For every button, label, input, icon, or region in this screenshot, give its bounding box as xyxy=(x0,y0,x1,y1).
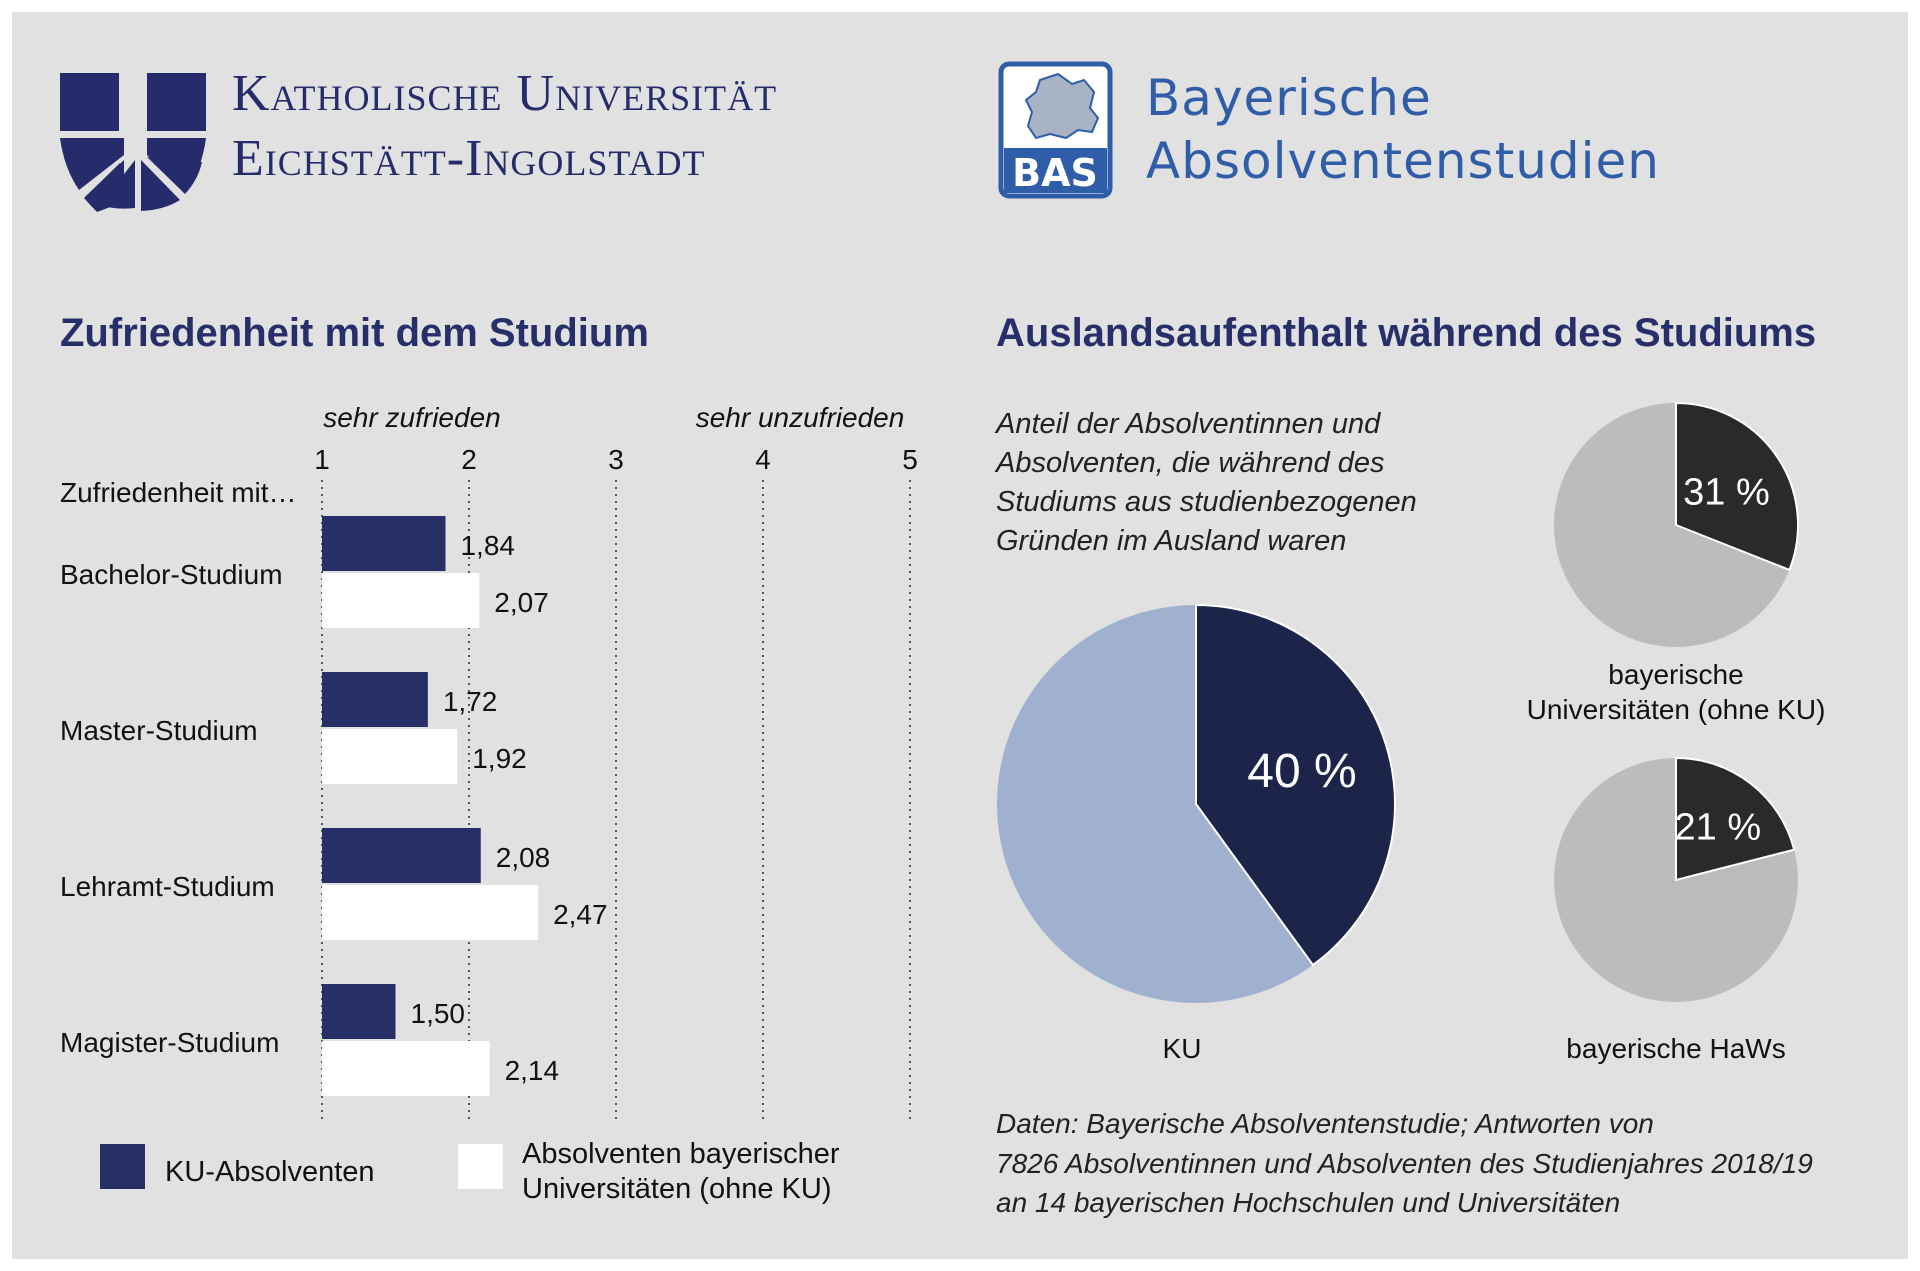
abroad-pie-charts: 40 % KU 31 % bayerische Universitäten (ohne … xyxy=(997,401,1826,1064)
category-label: Magister-Studium xyxy=(60,1027,279,1058)
bar-value-label: 2,14 xyxy=(505,1055,559,1086)
bar-value-label: 2,07 xyxy=(494,587,549,618)
legend-swatch-other xyxy=(458,1144,503,1189)
axis-right-end-label: sehr unzufrieden xyxy=(696,402,905,433)
bar-ku xyxy=(322,672,428,727)
pie-category-label: Universitäten (ohne KU) xyxy=(1527,694,1826,725)
bar-legend: KU-Absolventen Absolventen bayerischer U… xyxy=(100,1138,840,1205)
legend-swatch-ku xyxy=(100,1144,145,1189)
ku-crest-icon xyxy=(60,73,206,212)
legend-label-other-line1: Absolventen bayerischer xyxy=(522,1138,840,1170)
ku-name-line1: Katholische Universität xyxy=(232,65,777,122)
pie-description: Anteil der Absolventinnen und Absolvente… xyxy=(994,408,1417,557)
source-line: an 14 bayerischen Hochschulen und Univer… xyxy=(996,1187,1620,1218)
category-label: Bachelor-Studium xyxy=(60,559,283,590)
bas-badge-text: BAS xyxy=(1012,151,1098,195)
bar-section-title: Zufriedenheit mit dem Studium xyxy=(60,311,649,355)
category-label: Master-Studium xyxy=(60,715,258,746)
ku-logo: Katholische Universität Eichstätt-Ingols… xyxy=(60,65,777,212)
bar-other xyxy=(322,1041,490,1096)
pie-slice-abroad xyxy=(1675,401,1799,572)
bar-value-label: 1,92 xyxy=(472,743,527,774)
x-tick-label: 2 xyxy=(461,444,477,475)
pie-description-line: Anteil der Absolventinnen und xyxy=(994,408,1381,440)
pie-percent-label: 21 % xyxy=(1675,807,1762,849)
x-tick-label: 4 xyxy=(755,444,771,475)
row-header-label: Zufriedenheit mit… xyxy=(60,477,297,508)
pie-description-line: Gründen im Ausland waren xyxy=(996,525,1346,557)
bar-ku xyxy=(322,828,481,883)
category-label: Lehramt-Studium xyxy=(60,871,275,902)
bavaria-map-icon xyxy=(1024,72,1100,140)
bas-name-line2: Absolventenstudien xyxy=(1146,132,1660,190)
bar-ku xyxy=(322,516,446,571)
pie-category-label: KU xyxy=(1163,1033,1202,1064)
bar-ku xyxy=(322,984,396,1039)
pie-percent-label: 40 % xyxy=(1247,745,1356,798)
legend-label-ku: KU-Absolventen xyxy=(165,1156,375,1188)
pie-section-title: Auslandsaufenthalt während des Studiums xyxy=(996,311,1816,355)
bas-logo: BAS Bayerische Absolventenstudien xyxy=(998,61,1660,199)
x-tick-label: 1 xyxy=(314,444,330,475)
bar-value-label: 1,84 xyxy=(460,530,514,561)
bar-value-label: 1,72 xyxy=(443,686,498,717)
bar-value-label: 2,08 xyxy=(496,842,551,873)
bar-other xyxy=(322,573,480,628)
bar-other xyxy=(322,729,458,784)
bar-value-label: 2,47 xyxy=(553,899,608,930)
pie-description-line: Studiums aus studienbezogenen xyxy=(996,486,1417,518)
source-note: Daten: Bayerische Absolventenstudie; Ant… xyxy=(996,1108,1813,1218)
source-line: 7826 Absolventinnen und Absolventen des … xyxy=(996,1148,1813,1179)
pie-slice-abroad xyxy=(1675,756,1796,882)
bar-value-label: 1,50 xyxy=(411,998,466,1029)
pie-category-label: bayerische HaWs xyxy=(1566,1033,1785,1064)
pie-percent-label: 31 % xyxy=(1683,471,1770,513)
bar-other xyxy=(322,885,539,940)
pie-category-label: bayerische xyxy=(1608,659,1743,690)
satisfaction-bar-chart: 1 2 3 4 5 Bachelor-Studium 1,84 2,07 Master-Stud… xyxy=(60,444,918,1122)
legend-label-other-line2: Universitäten (ohne KU) xyxy=(522,1173,831,1205)
pie-description-line: Absolventen, die während des xyxy=(994,447,1385,479)
ku-name-line2: Eichstätt-Ingolstadt xyxy=(232,130,705,187)
source-line: Daten: Bayerische Absolventenstudie; Ant… xyxy=(996,1108,1654,1139)
axis-left-end-label: sehr zufrieden xyxy=(323,402,500,433)
bas-name-line1: Bayerische xyxy=(1146,69,1432,127)
x-tick-label: 3 xyxy=(608,444,624,475)
pie-slice-abroad xyxy=(1195,603,1396,967)
x-tick-label: 5 xyxy=(902,444,918,475)
